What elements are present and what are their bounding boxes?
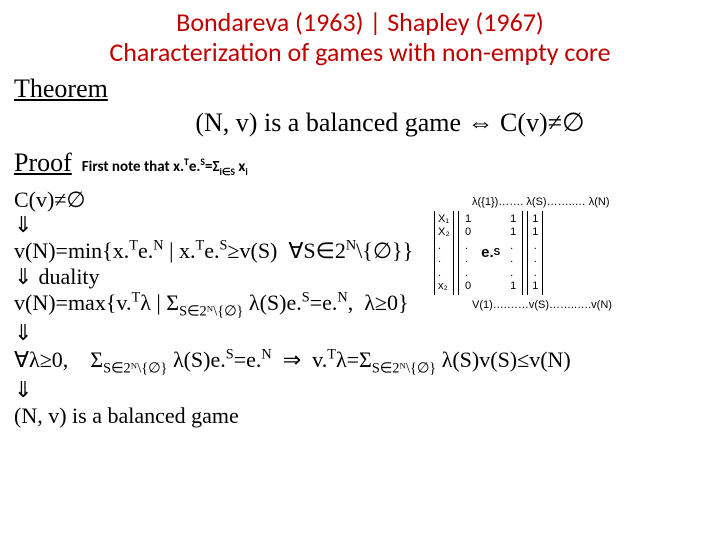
duality-label: duality [38,264,99,289]
rhs-vector: 1 1 . . . 1 [527,211,543,295]
matrix-center-label: e.S [481,213,500,293]
down-arrow-4: ⇓ [14,378,706,402]
big-matrix: 1 0 . . . 0 e.S 1 1 . . . 1 [458,211,523,295]
line-forall: ∀λ≥0, ΣS∈2ᴺ\{∅} λ(S)e.S=e.N ⇒ v.Tλ=ΣS∈2ᴺ… [14,346,706,378]
line-final: (N, v) is a balanced game [14,402,706,430]
proof-note: First note that x.Te.S=Σi∈S xi [82,158,248,176]
title-line-1: Bondareva (1963) | Shapley (1967) [176,6,544,38]
theorem-label: Theorem [14,74,706,104]
v-footer-row: V(1)….……v(S)……..….v(N) [434,299,706,312]
x-vector: X₁ X₂ . . . x₂ [434,211,454,295]
lambda-header-row: λ({1})……. λ(S)……..… λ(N) [434,196,706,209]
down-arrow-3: ⇓ [14,321,706,345]
title-line-2: Characterization of games with non-empty… [109,36,610,68]
slide-title: Bondareva (1963) | Shapley (1967) Charac… [14,8,706,68]
matrix-block: λ({1})……. λ(S)……..… λ(N) X₁ X₂ . . . x₂ … [434,196,706,311]
proof-label: Proof [14,148,72,177]
matrix-right-col: 1 1 . . . 1 [510,213,516,293]
proof-heading-row: Proof First note that x.Te.S=Σi∈S xi [14,148,706,178]
matrix-left-col: 1 0 . . . 0 [465,213,471,293]
matrix-core: X₁ X₂ . . . x₂ 1 0 . . . 0 e.S 1 [434,211,706,295]
theorem-statement: (N, v) is a balanced game ⇔ C(v)≠∅ [74,108,706,138]
